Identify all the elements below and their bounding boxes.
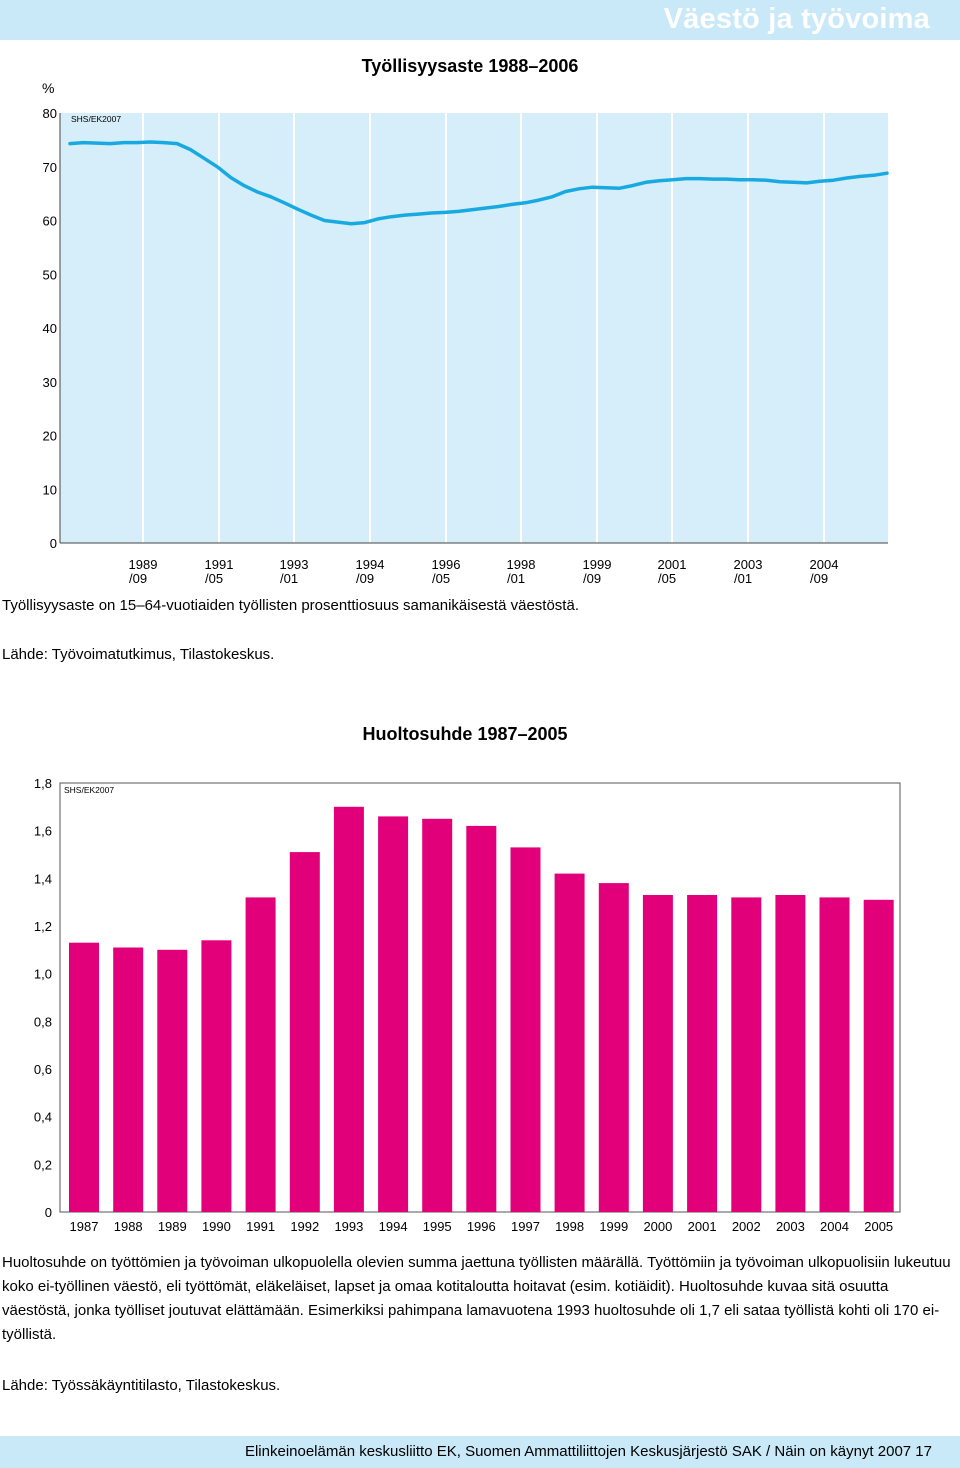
x-tick-label: 2001 — [658, 557, 687, 572]
x-tick-label: 1993 — [334, 1219, 363, 1234]
x-tick-label: /09 — [810, 571, 828, 586]
x-tick-label: 1991 — [205, 557, 234, 572]
dependency-ratio-chart: 0 0,2 0,4 0,6 0,8 1,0 1,2 1,4 1,6 1,8 SHS/EK2007 19… — [34, 776, 901, 1234]
dependency-chart-title: Huoltosuhde 1987–2005 — [362, 724, 568, 744]
y-tick-label: 60 — [43, 214, 57, 229]
x-tick-label: 2003 — [734, 557, 763, 572]
x-tick-label: 2003 — [776, 1219, 805, 1234]
x-tick-label: 1996 — [467, 1219, 496, 1234]
y-tick-label: 0,2 — [34, 1157, 52, 1172]
x-tick-label: 1995 — [423, 1219, 452, 1234]
x-tick-label: 2002 — [732, 1219, 761, 1234]
bar — [510, 847, 541, 1212]
bar — [201, 940, 232, 1212]
x-tick-label: 1990 — [202, 1219, 231, 1234]
series-line — [68, 140, 889, 226]
bar — [245, 897, 276, 1212]
y-tick-label: 1,2 — [34, 919, 52, 934]
bar — [378, 816, 409, 1212]
x-tick-label: 1998 — [555, 1219, 584, 1234]
y-tick-label: 0,6 — [34, 1062, 52, 1077]
bar — [554, 873, 585, 1212]
x-tick-label: 1994 — [379, 1219, 408, 1234]
x-tick-label: 1998 — [507, 557, 536, 572]
x-tick-label: 1999 — [599, 1219, 628, 1234]
bar — [69, 942, 99, 1212]
x-tick-label: 1999 — [583, 557, 612, 572]
dependency-chart-caption: Huoltosuhde on työttömien ja työvoiman u… — [2, 1254, 951, 1343]
source-mark: SHS/EK2007 — [64, 785, 114, 795]
x-tick-label: /09 — [583, 571, 601, 586]
section-title: Väestö ja työvoima — [663, 3, 930, 35]
bar — [598, 883, 629, 1212]
bar — [819, 897, 850, 1212]
bar — [422, 818, 453, 1213]
x-tick-label: /05 — [432, 571, 450, 586]
bar — [642, 895, 673, 1212]
x-tick-label: 1993 — [280, 557, 309, 572]
y-tick-label: 30 — [43, 375, 57, 390]
bar — [731, 897, 762, 1212]
y-tick-label: 1,0 — [34, 967, 52, 982]
footer-text: Elinkeinoelämän keskusliitto EK, Suomen … — [244, 1443, 932, 1460]
y-tick-label: 10 — [43, 482, 57, 497]
y-tick-label: 0 — [50, 536, 57, 551]
dependency-chart-source: Lähde: Työssäkäyntitilasto, Tilastokesku… — [2, 1377, 281, 1394]
y-tick-label: 1,4 — [34, 871, 52, 886]
employment-chart-unit: % — [42, 80, 55, 96]
y-tick-label: 0,4 — [34, 1110, 52, 1125]
bar — [157, 949, 188, 1212]
x-tick-label: /01 — [507, 571, 525, 586]
x-tick-label: /09 — [129, 571, 147, 586]
y-tick-label: 70 — [43, 160, 57, 175]
bar — [775, 895, 806, 1212]
x-tick-label: 2000 — [643, 1219, 672, 1234]
x-tick-label: 1996 — [432, 557, 461, 572]
x-tick-label: 2001 — [688, 1219, 717, 1234]
x-tick-label: 2004 — [820, 1219, 849, 1234]
x-tick-label: /05 — [205, 571, 223, 586]
y-tick-label: 0,8 — [34, 1014, 52, 1029]
x-tick-label: /05 — [658, 571, 676, 586]
plot-area — [60, 113, 888, 543]
x-tick-label: 1989 — [158, 1219, 187, 1234]
employment-chart-caption: Työllisyysaste on 15–64-vuotiaiden työll… — [2, 597, 579, 614]
footer-band: Elinkeinoelämän keskusliitto EK, Suomen … — [0, 1436, 960, 1468]
bar — [863, 899, 894, 1212]
header-band: Väestö ja työvoima — [0, 0, 960, 40]
x-tick-label: 1988 — [114, 1219, 143, 1234]
x-tick-label: 1997 — [511, 1219, 540, 1234]
x-tick-label: /01 — [734, 571, 752, 586]
y-tick-label: 50 — [43, 267, 57, 282]
x-tick-label: 2005 — [864, 1219, 893, 1234]
employment-chart-title: Työllisyysaste 1988–2006 — [361, 56, 579, 76]
bar — [113, 947, 144, 1212]
x-tick-label: 1987 — [70, 1219, 99, 1234]
x-tick-label: 1992 — [290, 1219, 319, 1234]
employment-chart-source: Lähde: Työvoimatutkimus, Tilastokeskus. — [2, 646, 275, 663]
source-mark: SHS/EK2007 — [71, 114, 121, 124]
bar — [289, 852, 320, 1212]
x-tick-label: 1994 — [356, 557, 385, 572]
employment-rate-chart: 1989/091991/051993/011994/091996/051998/… — [43, 106, 889, 586]
y-tick-label: 1,6 — [34, 824, 52, 839]
y-tick-label: 40 — [43, 321, 57, 336]
x-tick-label: 2004 — [810, 557, 839, 572]
x-tick-label: /09 — [356, 571, 374, 586]
y-tick-label: 80 — [43, 106, 57, 121]
x-tick-label: /01 — [280, 571, 298, 586]
y-tick-label: 0 — [45, 1205, 52, 1220]
x-tick-label: 1991 — [246, 1219, 275, 1234]
y-tick-label: 20 — [43, 429, 57, 444]
x-tick-label: 1989 — [129, 557, 158, 572]
bar — [687, 895, 718, 1212]
bar — [333, 806, 364, 1212]
y-tick-label: 1,8 — [34, 776, 52, 791]
bar — [466, 825, 497, 1212]
